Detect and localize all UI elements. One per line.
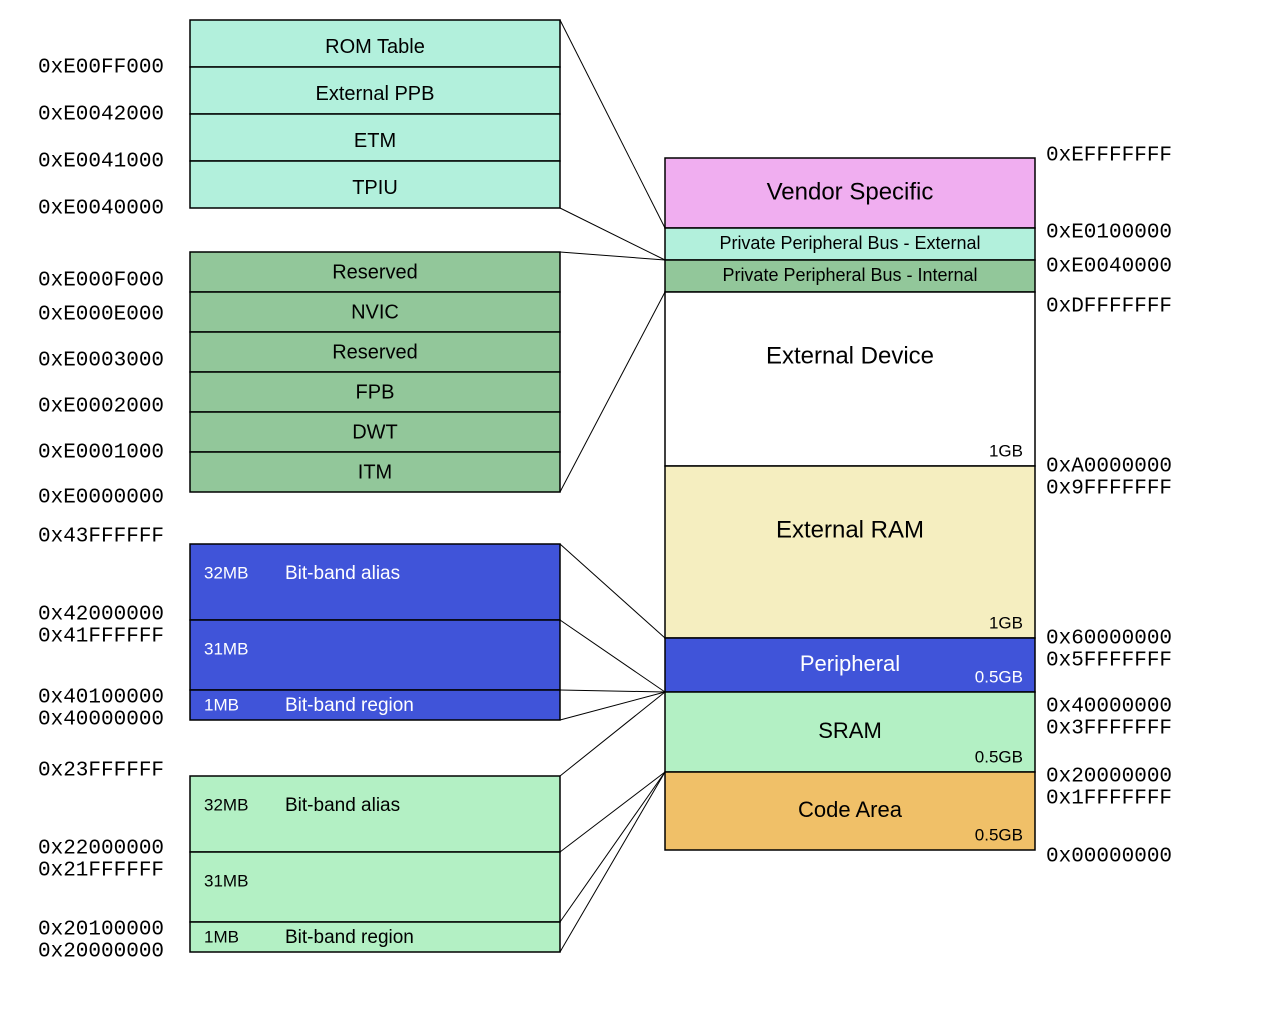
addr-right: 0xE0040000 [1046, 256, 1172, 279]
connector [560, 620, 665, 692]
sram_detail-size: 32MB [204, 795, 248, 814]
addr-right: 0xDFFFFFFF [1046, 296, 1172, 319]
main-memory-map: Vendor Specific Private Peripheral Bus - … [665, 158, 1035, 850]
addr-left: 0xE0042000 [38, 104, 164, 127]
addr-right: 0xEFFFFFFF [1046, 145, 1172, 168]
connector [560, 692, 665, 720]
addr-right: 0x60000000 [1046, 628, 1172, 651]
addr-left: 0xE0001000 [38, 442, 164, 465]
addr-left: 0xE0040000 [38, 198, 164, 221]
sram_detail-label: Bit-band alias [285, 795, 400, 816]
addr-left: 0x43FFFFFF [38, 526, 164, 549]
region-label-ppb_ext: Private Peripheral Bus - External [719, 233, 980, 253]
addr-left: 0xE000F000 [38, 270, 164, 293]
addr-right: 0x1FFFFFFF [1046, 788, 1172, 811]
ppb_int_detail-label: Reserved [332, 261, 418, 283]
periph_detail-size: 1MB [204, 695, 239, 714]
detail-groups: ROM Table External PPB ETM TPIU Reserved NVIC… [190, 20, 560, 952]
ppb_int_detail-label: NVIC [351, 301, 399, 323]
region-size-ext_dev: 1GB [989, 441, 1023, 460]
addr-left: 0x20100000 [38, 919, 164, 942]
sram_detail-label: Bit-band region [285, 927, 414, 948]
periph_detail-label: Bit-band alias [285, 563, 400, 584]
addr-right: 0x20000000 [1046, 766, 1172, 789]
region-size-code: 0.5GB [975, 825, 1023, 844]
ppb_ext_detail-label: ROM Table [325, 36, 425, 58]
periph_detail: 32MB Bit-band alias 31MB 1MB Bit-band region [190, 544, 560, 720]
periph_detail-size: 31MB [204, 639, 248, 658]
region-label-ext_dev: External Device [766, 342, 934, 369]
addr-left: 0x40100000 [38, 687, 164, 710]
connectors [560, 20, 665, 952]
addr-left: 0x42000000 [38, 604, 164, 627]
addr-left: 0x20000000 [38, 941, 164, 964]
addr-left: 0xE0003000 [38, 350, 164, 373]
region-size-ext_ram: 1GB [989, 613, 1023, 632]
addr-left: 0xE00FF000 [38, 57, 164, 80]
ppb_ext_detail-label: ETM [354, 130, 396, 152]
ppb_int_detail: Reserved NVIC Reserved FPB DWT ITM [190, 252, 560, 492]
periph_detail-size: 32MB [204, 563, 248, 582]
region-size-periph: 0.5GB [975, 667, 1023, 686]
sram_detail-size: 1MB [204, 927, 239, 946]
connector [560, 690, 665, 692]
ppb_ext_detail: ROM Table External PPB ETM TPIU [190, 20, 560, 208]
addr-left: 0x40000000 [38, 709, 164, 732]
connector [560, 544, 665, 638]
connector [560, 292, 665, 492]
addr-left: 0xE0002000 [38, 396, 164, 419]
region-label-vendor: Vendor Specific [767, 178, 934, 205]
addr-right: 0x00000000 [1046, 846, 1172, 869]
addr-right: 0x5FFFFFFF [1046, 650, 1172, 673]
ppb_ext_detail-label: External PPB [316, 83, 435, 105]
addr-left: 0x22000000 [38, 838, 164, 861]
connector [560, 20, 665, 228]
region-label-sram: SRAM [818, 718, 882, 743]
connector [560, 252, 665, 260]
addr-right: 0x40000000 [1046, 696, 1172, 719]
ppb_int_detail-label: DWT [352, 421, 398, 443]
addr-right: 0x9FFFFFFF [1046, 478, 1172, 501]
connector [560, 772, 665, 952]
ppb_int_detail-label: FPB [356, 381, 395, 403]
connector [560, 772, 665, 852]
region-size-sram: 0.5GB [975, 747, 1023, 766]
addr-left: 0x41FFFFFF [38, 626, 164, 649]
addr-left: 0x21FFFFFF [38, 860, 164, 883]
sram_detail: 32MB Bit-band alias 31MB 1MB Bit-band region [190, 776, 560, 952]
ppb_int_detail-label: Reserved [332, 341, 418, 363]
region-label-ppb_int: Private Peripheral Bus - Internal [722, 265, 977, 285]
ppb_ext_detail-label: TPIU [352, 177, 398, 199]
addr-left: 0xE000E000 [38, 304, 164, 327]
region-label-code: Code Area [798, 797, 903, 822]
region-ext_ram [665, 466, 1035, 638]
connector [560, 692, 665, 776]
addr-left: 0xE0041000 [38, 151, 164, 174]
addr-right: 0xA0000000 [1046, 456, 1172, 479]
addr-right: 0x3FFFFFFF [1046, 718, 1172, 741]
periph_detail-label: Bit-band region [285, 695, 414, 716]
addr-left: 0x23FFFFFF [38, 760, 164, 783]
region-ext_dev [665, 292, 1035, 466]
ppb_int_detail-label: ITM [358, 461, 392, 483]
addr-right: 0xE0100000 [1046, 222, 1172, 245]
region-label-periph: Peripheral [800, 651, 900, 676]
connector [560, 772, 665, 922]
sram_detail-size: 31MB [204, 871, 248, 890]
addr-left: 0xE0000000 [38, 487, 164, 510]
region-label-ext_ram: External RAM [776, 516, 924, 543]
connector [560, 208, 665, 260]
